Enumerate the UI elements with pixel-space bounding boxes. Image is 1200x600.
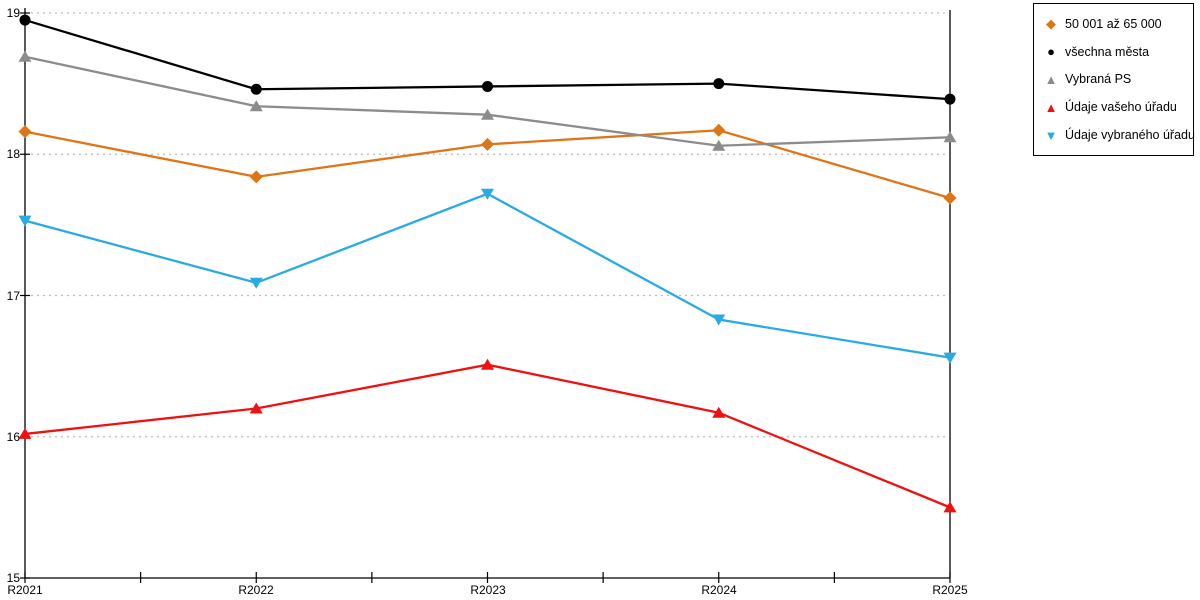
y-tick-label: 19 <box>6 6 20 20</box>
circle-marker-icon: ● <box>1047 44 1055 60</box>
triangle-down-marker-icon: ▼ <box>1044 127 1058 143</box>
legend-label: Vybraná PS <box>1065 72 1132 87</box>
legend-label: všechna města <box>1065 44 1150 59</box>
y-tick-label: 17 <box>6 289 20 303</box>
legend-label: Údaje vybraného úřadu <box>1065 128 1195 143</box>
legend-label: 50 001 až 65 000 <box>1065 16 1162 31</box>
y-tick-label: 15 <box>6 571 20 585</box>
y-tick-label: 18 <box>6 147 20 161</box>
legend-item: ● všechna města <box>1044 45 1189 59</box>
y-tick-label: 16 <box>6 430 20 444</box>
legend-label: Údaje vašeho úřadu <box>1065 100 1177 115</box>
triangle-up-marker-icon: ▲ <box>1044 99 1058 115</box>
legend-item: ▲ Údaje vašeho úřadu <box>1044 100 1189 114</box>
x-tick-label: R2024 <box>701 583 737 597</box>
legend: ◆ 50 001 až 65 000 ● všechna města ▲ Vyb… <box>1033 3 1195 156</box>
x-tick-label: R2025 <box>932 583 968 597</box>
legend-item: ▲ Vybraná PS <box>1044 72 1189 86</box>
legend-item: ◆ 50 001 až 65 000 <box>1044 17 1189 31</box>
x-tick-label: R2022 <box>238 583 274 597</box>
diamond-marker-icon: ◆ <box>1046 16 1056 32</box>
legend-item: ▼ Údaje vybraného úřadu <box>1044 127 1195 143</box>
x-tick-label: R2021 <box>7 583 43 597</box>
x-tick-label: R2023 <box>470 583 506 597</box>
triangle-up-marker-icon: ▲ <box>1044 71 1058 87</box>
